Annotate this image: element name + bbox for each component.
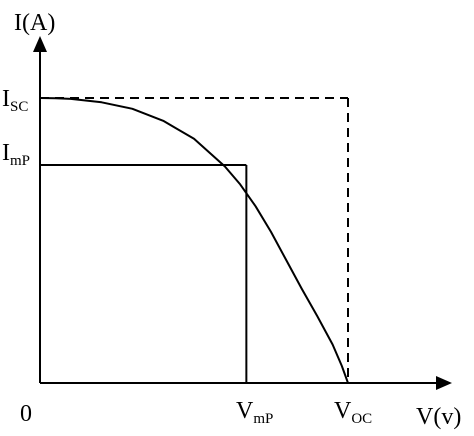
imp-label: ImP: [2, 140, 30, 169]
x-axis-label: V(v): [416, 404, 461, 430]
voc-label: VOC: [334, 398, 372, 427]
vmp-label: VmP: [236, 398, 273, 427]
x-axis-arrow-icon: [436, 376, 452, 390]
voc-label-main: V: [334, 398, 352, 424]
imp-label-sub: mP: [10, 153, 30, 169]
vmp-label-sub: mP: [253, 411, 273, 427]
iv-curve-line: [39, 97, 349, 384]
origin-label: 0: [20, 401, 32, 427]
y-axis-label: I(A): [14, 10, 55, 36]
voc-label-sub: OC: [351, 411, 372, 427]
isc-label-sub: SC: [10, 99, 28, 115]
imp-label-main: I: [2, 140, 10, 166]
y-axis-arrow-icon: [33, 36, 47, 52]
isc-label: ISC: [2, 86, 28, 115]
vmp-label-main: V: [236, 398, 254, 424]
isc-label-main: I: [2, 86, 10, 112]
